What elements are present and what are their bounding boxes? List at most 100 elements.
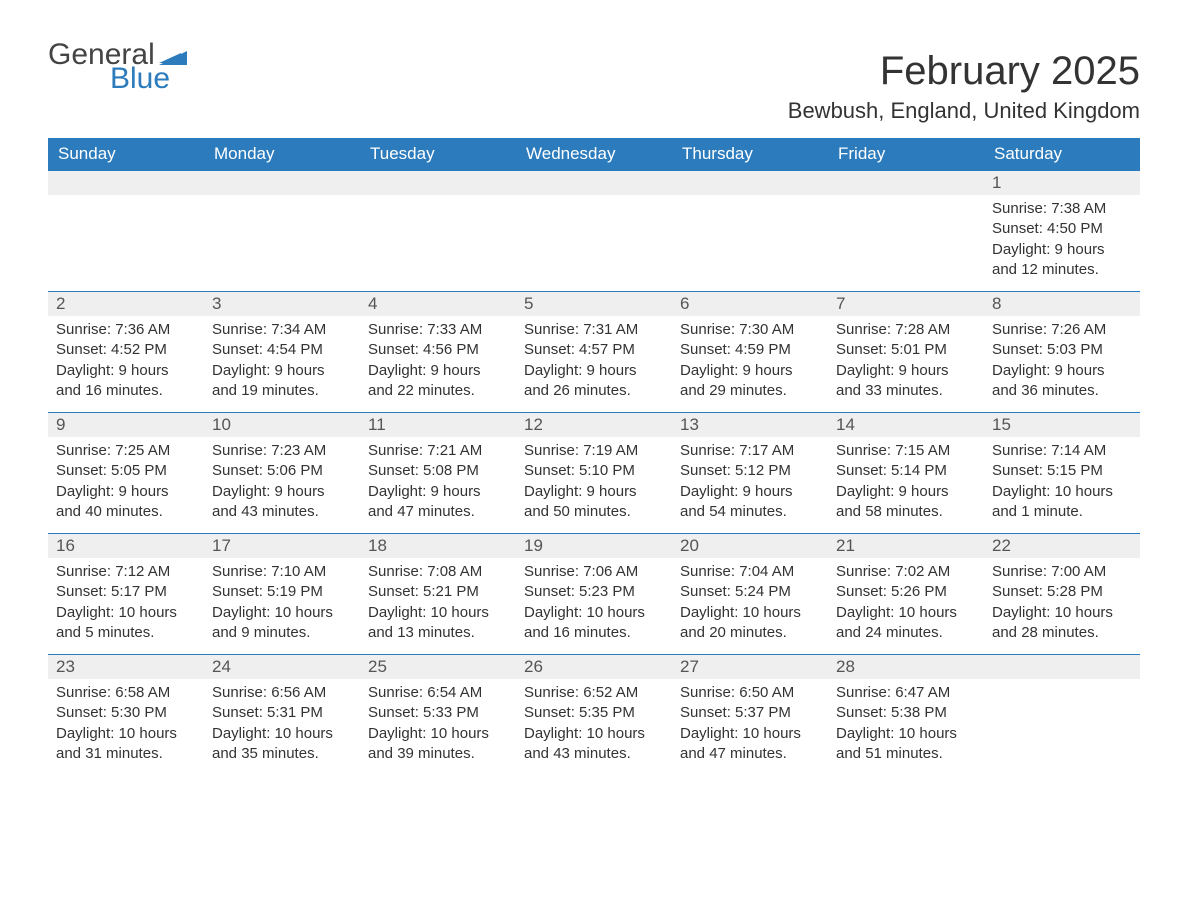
sunset-text: Sunset: 5:37 PM xyxy=(680,703,820,723)
day-number xyxy=(672,171,828,195)
calendar-cell: 18Sunrise: 7:08 AMSunset: 5:21 PMDayligh… xyxy=(360,534,516,654)
daylight-text: Daylight: 9 hours and 33 minutes. xyxy=(836,361,976,402)
calendar-cell xyxy=(48,171,204,291)
sunrise-text: Sunrise: 7:06 AM xyxy=(524,562,664,582)
calendar-cell: 25Sunrise: 6:54 AMSunset: 5:33 PMDayligh… xyxy=(360,655,516,775)
day-body xyxy=(204,195,360,275)
sunrise-text: Sunrise: 6:50 AM xyxy=(680,683,820,703)
day-number: 13 xyxy=(672,413,828,437)
calendar-cell: 19Sunrise: 7:06 AMSunset: 5:23 PMDayligh… xyxy=(516,534,672,654)
day-number: 20 xyxy=(672,534,828,558)
day-body: Sunrise: 6:56 AMSunset: 5:31 PMDaylight:… xyxy=(204,679,360,774)
location-subtitle: Bewbush, England, United Kingdom xyxy=(48,98,1140,124)
daylight-text: Daylight: 10 hours and 28 minutes. xyxy=(992,603,1132,644)
day-number: 19 xyxy=(516,534,672,558)
sunrise-text: Sunrise: 7:28 AM xyxy=(836,320,976,340)
sunset-text: Sunset: 5:24 PM xyxy=(680,582,820,602)
day-number: 3 xyxy=(204,292,360,316)
calendar: Sunday Monday Tuesday Wednesday Thursday… xyxy=(48,138,1140,775)
calendar-cell: 17Sunrise: 7:10 AMSunset: 5:19 PMDayligh… xyxy=(204,534,360,654)
calendar-header-row: Sunday Monday Tuesday Wednesday Thursday… xyxy=(48,138,1140,170)
calendar-cell: 26Sunrise: 6:52 AMSunset: 5:35 PMDayligh… xyxy=(516,655,672,775)
day-body xyxy=(984,679,1140,759)
calendar-cell: 21Sunrise: 7:02 AMSunset: 5:26 PMDayligh… xyxy=(828,534,984,654)
day-header: Tuesday xyxy=(360,138,516,170)
day-body: Sunrise: 7:00 AMSunset: 5:28 PMDaylight:… xyxy=(984,558,1140,653)
calendar-week: 16Sunrise: 7:12 AMSunset: 5:17 PMDayligh… xyxy=(48,533,1140,654)
calendar-week: 2Sunrise: 7:36 AMSunset: 4:52 PMDaylight… xyxy=(48,291,1140,412)
daylight-text: Daylight: 10 hours and 24 minutes. xyxy=(836,603,976,644)
day-body xyxy=(360,195,516,275)
day-body: Sunrise: 6:47 AMSunset: 5:38 PMDaylight:… xyxy=(828,679,984,774)
day-body: Sunrise: 7:38 AMSunset: 4:50 PMDaylight:… xyxy=(984,195,1140,290)
day-body xyxy=(516,195,672,275)
daylight-text: Daylight: 10 hours and 35 minutes. xyxy=(212,724,352,765)
sunset-text: Sunset: 4:57 PM xyxy=(524,340,664,360)
calendar-week: 23Sunrise: 6:58 AMSunset: 5:30 PMDayligh… xyxy=(48,654,1140,775)
day-number: 12 xyxy=(516,413,672,437)
day-body: Sunrise: 6:54 AMSunset: 5:33 PMDaylight:… xyxy=(360,679,516,774)
daylight-text: Daylight: 10 hours and 5 minutes. xyxy=(56,603,196,644)
day-body: Sunrise: 7:26 AMSunset: 5:03 PMDaylight:… xyxy=(984,316,1140,411)
calendar-cell: 5Sunrise: 7:31 AMSunset: 4:57 PMDaylight… xyxy=(516,292,672,412)
day-body: Sunrise: 7:23 AMSunset: 5:06 PMDaylight:… xyxy=(204,437,360,532)
day-body: Sunrise: 7:34 AMSunset: 4:54 PMDaylight:… xyxy=(204,316,360,411)
day-number: 8 xyxy=(984,292,1140,316)
calendar-cell: 28Sunrise: 6:47 AMSunset: 5:38 PMDayligh… xyxy=(828,655,984,775)
sunset-text: Sunset: 5:08 PM xyxy=(368,461,508,481)
daylight-text: Daylight: 10 hours and 20 minutes. xyxy=(680,603,820,644)
calendar-cell xyxy=(360,171,516,291)
day-number: 15 xyxy=(984,413,1140,437)
calendar-cell: 23Sunrise: 6:58 AMSunset: 5:30 PMDayligh… xyxy=(48,655,204,775)
sunrise-text: Sunrise: 7:21 AM xyxy=(368,441,508,461)
calendar-cell: 13Sunrise: 7:17 AMSunset: 5:12 PMDayligh… xyxy=(672,413,828,533)
day-header: Monday xyxy=(204,138,360,170)
day-number: 14 xyxy=(828,413,984,437)
calendar-cell xyxy=(672,171,828,291)
day-body: Sunrise: 7:10 AMSunset: 5:19 PMDaylight:… xyxy=(204,558,360,653)
daylight-text: Daylight: 9 hours and 19 minutes. xyxy=(212,361,352,402)
sunrise-text: Sunrise: 7:30 AM xyxy=(680,320,820,340)
day-number xyxy=(204,171,360,195)
calendar-cell: 1Sunrise: 7:38 AMSunset: 4:50 PMDaylight… xyxy=(984,171,1140,291)
daylight-text: Daylight: 10 hours and 43 minutes. xyxy=(524,724,664,765)
daylight-text: Daylight: 10 hours and 1 minute. xyxy=(992,482,1132,523)
sunrise-text: Sunrise: 6:54 AM xyxy=(368,683,508,703)
sunset-text: Sunset: 5:23 PM xyxy=(524,582,664,602)
day-body: Sunrise: 7:31 AMSunset: 4:57 PMDaylight:… xyxy=(516,316,672,411)
sunrise-text: Sunrise: 7:10 AM xyxy=(212,562,352,582)
day-body: Sunrise: 7:17 AMSunset: 5:12 PMDaylight:… xyxy=(672,437,828,532)
sunset-text: Sunset: 4:56 PM xyxy=(368,340,508,360)
sunrise-text: Sunrise: 7:34 AM xyxy=(212,320,352,340)
sunrise-text: Sunrise: 7:19 AM xyxy=(524,441,664,461)
day-body: Sunrise: 7:25 AMSunset: 5:05 PMDaylight:… xyxy=(48,437,204,532)
calendar-cell: 2Sunrise: 7:36 AMSunset: 4:52 PMDaylight… xyxy=(48,292,204,412)
day-number: 2 xyxy=(48,292,204,316)
calendar-cell: 9Sunrise: 7:25 AMSunset: 5:05 PMDaylight… xyxy=(48,413,204,533)
sunset-text: Sunset: 5:31 PM xyxy=(212,703,352,723)
day-number: 28 xyxy=(828,655,984,679)
header: General Blue February 2025 xyxy=(48,40,1140,94)
day-number xyxy=(516,171,672,195)
daylight-text: Daylight: 10 hours and 39 minutes. xyxy=(368,724,508,765)
daylight-text: Daylight: 9 hours and 47 minutes. xyxy=(368,482,508,523)
day-body: Sunrise: 7:15 AMSunset: 5:14 PMDaylight:… xyxy=(828,437,984,532)
day-header: Friday xyxy=(828,138,984,170)
day-body: Sunrise: 7:36 AMSunset: 4:52 PMDaylight:… xyxy=(48,316,204,411)
sunset-text: Sunset: 5:12 PM xyxy=(680,461,820,481)
day-number: 27 xyxy=(672,655,828,679)
sunset-text: Sunset: 5:33 PM xyxy=(368,703,508,723)
calendar-cell xyxy=(984,655,1140,775)
sunset-text: Sunset: 5:01 PM xyxy=(836,340,976,360)
sunset-text: Sunset: 5:03 PM xyxy=(992,340,1132,360)
day-number: 5 xyxy=(516,292,672,316)
daylight-text: Daylight: 9 hours and 50 minutes. xyxy=(524,482,664,523)
sunset-text: Sunset: 5:05 PM xyxy=(56,461,196,481)
day-body: Sunrise: 6:58 AMSunset: 5:30 PMDaylight:… xyxy=(48,679,204,774)
day-number: 6 xyxy=(672,292,828,316)
sunset-text: Sunset: 5:30 PM xyxy=(56,703,196,723)
day-body: Sunrise: 7:08 AMSunset: 5:21 PMDaylight:… xyxy=(360,558,516,653)
sunset-text: Sunset: 5:21 PM xyxy=(368,582,508,602)
daylight-text: Daylight: 9 hours and 26 minutes. xyxy=(524,361,664,402)
daylight-text: Daylight: 9 hours and 43 minutes. xyxy=(212,482,352,523)
